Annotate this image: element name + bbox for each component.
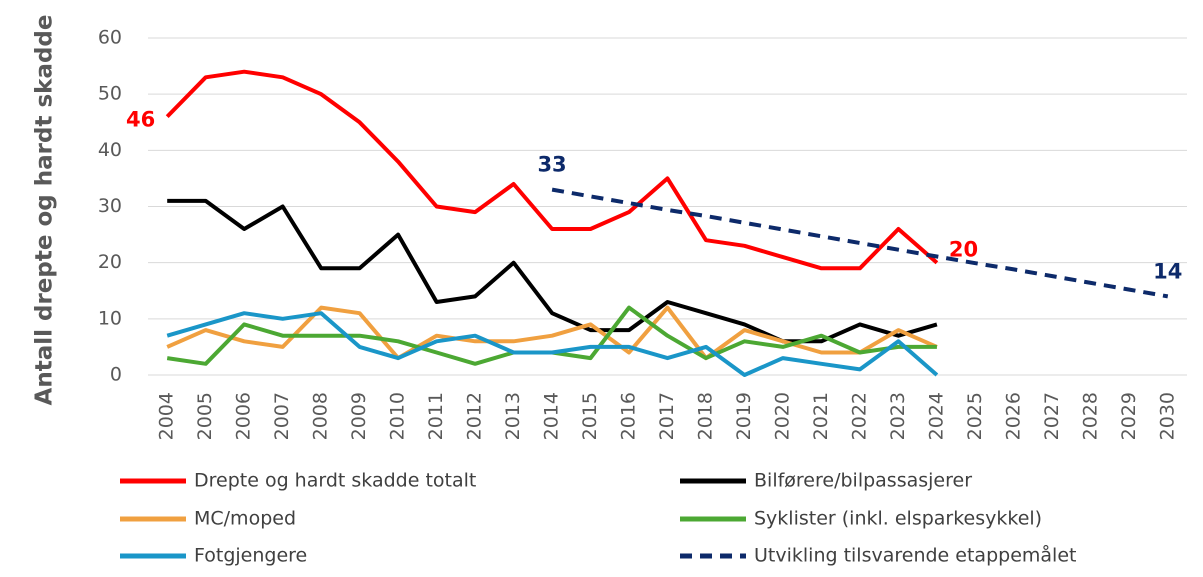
x-tick-label: 2021 xyxy=(810,392,832,440)
x-tick-label: 2027 xyxy=(1041,392,1063,440)
x-tick-label: 2014 xyxy=(541,392,563,440)
legend-label: Drepte og hardt skadde totalt xyxy=(194,470,476,492)
x-tick-label: 2009 xyxy=(348,392,370,440)
legend-label: Bilførere/bilpassasjerer xyxy=(754,470,972,492)
x-tick-label: 2004 xyxy=(156,392,178,440)
x-tick-label: 2016 xyxy=(618,392,640,440)
legend-label: Fotgjengere xyxy=(194,545,307,567)
legend-label: Utvikling tilsvarende etappemålet xyxy=(754,544,1076,567)
x-tick-label: 2022 xyxy=(848,392,870,440)
x-tick-label: 2006 xyxy=(233,392,255,440)
legend-label: Syklister (inkl. elsparkesykkel) xyxy=(754,508,1042,530)
y-tick-label: 50 xyxy=(98,83,122,105)
y-tick-label: 60 xyxy=(98,27,122,49)
y-tick-label: 30 xyxy=(98,195,122,217)
x-tick-label: 2015 xyxy=(579,392,601,440)
legend-label: MC/moped xyxy=(194,508,296,530)
x-tick-label: 2007 xyxy=(271,392,293,440)
x-tick-label: 2020 xyxy=(771,392,793,440)
x-tick-label: 2008 xyxy=(310,392,332,440)
x-tick-label: 2010 xyxy=(387,392,409,440)
x-tick-label: 2023 xyxy=(887,392,909,440)
y-tick-label: 40 xyxy=(98,139,122,161)
x-tick-label: 2012 xyxy=(464,392,486,440)
y-tick-label: 0 xyxy=(110,364,122,386)
data-label: 14 xyxy=(1153,259,1182,283)
x-tick-label: 2024 xyxy=(925,392,947,440)
x-tick-label: 2017 xyxy=(656,392,678,440)
x-tick-label: 2018 xyxy=(694,392,716,440)
x-tick-label: 2030 xyxy=(1156,392,1178,440)
x-tick-label: 2005 xyxy=(194,392,216,440)
y-tick-label: 10 xyxy=(98,307,122,329)
series-line xyxy=(551,187,1169,299)
data-label: 46 xyxy=(126,108,155,132)
x-tick-label: 2026 xyxy=(1002,392,1024,440)
x-tick-label: 2028 xyxy=(1079,392,1101,440)
x-tick-label: 2013 xyxy=(502,392,524,440)
data-label: 20 xyxy=(949,238,978,262)
x-tick-label: 2011 xyxy=(425,392,447,440)
series-line xyxy=(165,69,939,271)
data-label: 33 xyxy=(537,153,566,177)
series-line xyxy=(166,311,939,377)
y-axis-label: Antall drepte og hardt skadde xyxy=(32,15,58,406)
x-tick-label: 2025 xyxy=(964,392,986,440)
y-tick-label: 20 xyxy=(98,251,122,273)
x-tick-label: 2019 xyxy=(733,392,755,440)
x-tick-label: 2029 xyxy=(1118,392,1140,440)
